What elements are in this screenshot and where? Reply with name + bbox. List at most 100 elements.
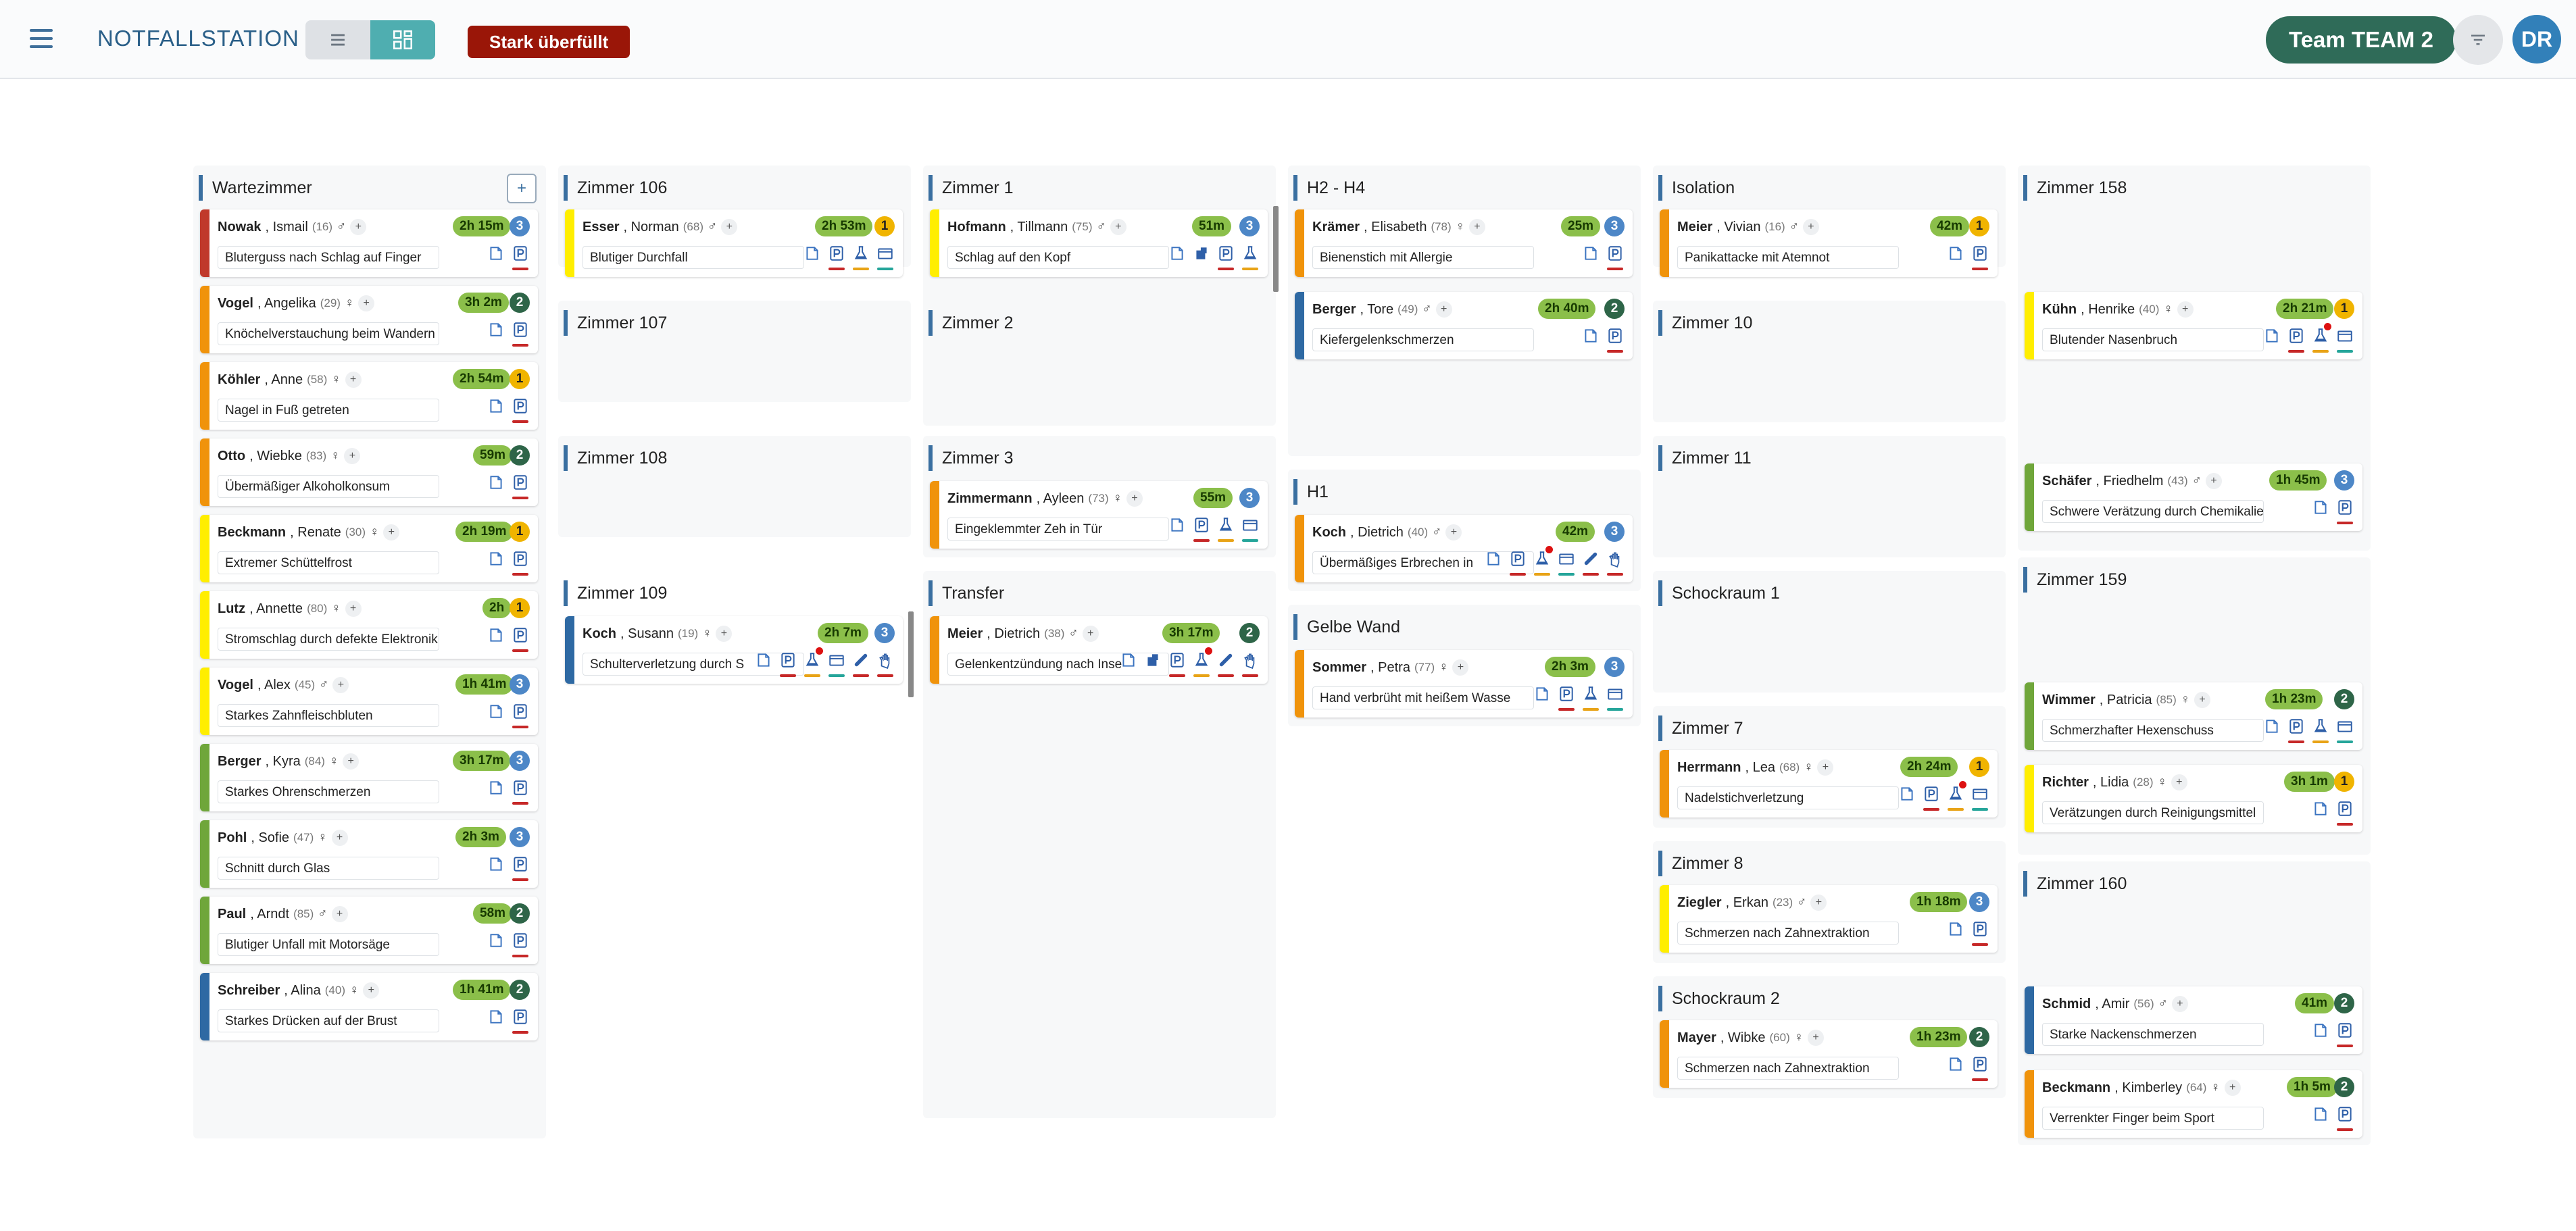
- patient-card[interactable]: Pohl , Sofie (47) ♀ +2h 3m 3 Schnitt durch Gla…: [200, 820, 538, 888]
- complaint-field[interactable]: Stromschlag durch defekte Elektronik: [218, 628, 439, 651]
- parking-icon[interactable]: [511, 397, 530, 423]
- add-patient-button[interactable]: +: [507, 174, 537, 203]
- add-info-button[interactable]: +: [345, 601, 362, 617]
- add-info-button[interactable]: +: [1435, 301, 1452, 318]
- add-info-button[interactable]: +: [716, 626, 733, 642]
- list-view-icon[interactable]: [305, 20, 370, 59]
- parking-icon[interactable]: [511, 550, 530, 576]
- parking-icon[interactable]: [827, 245, 846, 270]
- parking-icon[interactable]: [1508, 550, 1527, 576]
- parking-icon[interactable]: [1606, 327, 1625, 353]
- parking-icon[interactable]: [2335, 800, 2354, 826]
- parking-icon[interactable]: [2287, 327, 2306, 353]
- note-icon[interactable]: [487, 550, 505, 576]
- complaint-field[interactable]: Blutender Nasenbruch: [2042, 328, 2264, 351]
- parking-icon[interactable]: [1216, 245, 1235, 270]
- note-icon[interactable]: [2311, 1022, 2330, 1047]
- add-info-button[interactable]: +: [1802, 219, 1819, 235]
- complaint-field[interactable]: Schwere Verätzung durch Chemikalie: [2042, 500, 2264, 523]
- add-info-button[interactable]: +: [1810, 895, 1827, 911]
- medication-icon[interactable]: [1581, 550, 1600, 576]
- complaint-field[interactable]: Bluterguss nach Schlag auf Finger: [218, 246, 439, 269]
- add-info-button[interactable]: +: [344, 448, 361, 464]
- note-icon[interactable]: [1581, 245, 1600, 270]
- complaint-field[interactable]: Starkes Drücken auf der Brust: [218, 1009, 439, 1032]
- add-info-button[interactable]: +: [2224, 1080, 2241, 1096]
- add-info-button[interactable]: +: [1082, 626, 1099, 642]
- note-icon[interactable]: [1533, 685, 1552, 711]
- lab-icon[interactable]: [1216, 516, 1235, 542]
- add-info-button[interactable]: +: [1445, 524, 1462, 541]
- image-icon[interactable]: [876, 245, 895, 270]
- note-icon[interactable]: [487, 245, 505, 270]
- patient-card[interactable]: Wimmer, Patricia (85) ♀ +1h 23m 2 Schmerzhaft…: [2025, 682, 2362, 750]
- lab-icon[interactable]: [1581, 685, 1600, 711]
- complaint-field[interactable]: Panikattacke mit Atemnot: [1677, 246, 1899, 269]
- note-icon[interactable]: [1168, 516, 1187, 542]
- complaint-field[interactable]: Nadelstichverletzung: [1677, 786, 1899, 809]
- lab-icon[interactable]: [2311, 323, 2331, 353]
- note-icon[interactable]: [487, 626, 505, 652]
- patient-card[interactable]: Mayer , Wibke (60) ♀ +1h 23m 2 Schmerzen nach …: [1660, 1020, 1998, 1088]
- parking-icon[interactable]: [1971, 920, 1989, 946]
- add-info-button[interactable]: +: [345, 372, 362, 388]
- note-icon[interactable]: [2311, 1105, 2330, 1131]
- complaint-field[interactable]: Starke Nackenschmerzen: [2042, 1023, 2264, 1046]
- complaint-field[interactable]: Verätzungen durch Reinigungsmittel: [2042, 801, 2264, 824]
- patient-card[interactable]: Meier , Dietrich (38) ♂ +3h 17m 2 Gelenkentzün…: [930, 616, 1268, 684]
- overload-status-button[interactable]: Stark überfüllt: [468, 26, 630, 58]
- parking-icon[interactable]: [2335, 1105, 2354, 1131]
- complaint-field[interactable]: Blutiger Unfall mit Motorsäge: [218, 933, 439, 956]
- parking-icon[interactable]: [1168, 651, 1187, 677]
- user-avatar[interactable]: DR: [2512, 15, 2561, 64]
- add-info-button[interactable]: +: [1126, 491, 1143, 507]
- add-info-button[interactable]: +: [332, 677, 349, 693]
- note-icon[interactable]: [487, 932, 505, 957]
- complaint-field[interactable]: Schmerzhafter Hexenschuss: [2042, 719, 2264, 742]
- image-icon[interactable]: [1971, 785, 1989, 811]
- patient-card[interactable]: Schreiber, Alina (40) ♀ +1h 41m 2 Starkes Drü…: [200, 973, 538, 1040]
- add-info-button[interactable]: +: [1807, 1030, 1824, 1046]
- image-icon[interactable]: [1606, 685, 1625, 711]
- add-info-button[interactable]: +: [721, 219, 738, 235]
- image-icon[interactable]: [2335, 718, 2354, 743]
- parking-icon[interactable]: [1922, 785, 1941, 811]
- note-icon[interactable]: [1119, 651, 1138, 677]
- add-info-button[interactable]: +: [383, 524, 400, 541]
- note-icon[interactable]: [487, 397, 505, 423]
- parking-icon[interactable]: [511, 245, 530, 270]
- add-info-button[interactable]: +: [331, 906, 348, 922]
- complaint-field[interactable]: Knöchelverstauchung beim Wandern: [218, 322, 439, 345]
- complaint-field[interactable]: Blutiger Durchfall: [583, 246, 804, 269]
- image-icon[interactable]: [2335, 327, 2354, 353]
- patient-card[interactable]: Sommer, Petra (77) ♀ +2h 3m 3 Hand verbrüht m…: [1295, 650, 1633, 718]
- note-icon[interactable]: [487, 1008, 505, 1034]
- hand-icon[interactable]: [1241, 651, 1260, 677]
- add-info-button[interactable]: +: [358, 295, 375, 311]
- patient-card[interactable]: Berger, Kyra (84) ♀ +3h 17m 3 Starkes Ohrensc…: [200, 744, 538, 811]
- add-info-button[interactable]: +: [2205, 473, 2222, 489]
- parking-icon[interactable]: [511, 855, 530, 881]
- note-icon[interactable]: [487, 855, 505, 881]
- lab-icon[interactable]: [1241, 245, 1260, 270]
- complaint-field[interactable]: Hand verbrüht mit heißem Wasse: [1312, 686, 1534, 709]
- note-icon[interactable]: [487, 474, 505, 499]
- patient-card[interactable]: Richter, Lidia (28) ♀ +3h 1m 1 Verätzungen du…: [2025, 765, 2362, 832]
- complaint-field[interactable]: Übermäßiges Erbrechen in: [1312, 551, 1534, 574]
- note-icon[interactable]: [2311, 800, 2330, 826]
- note-icon[interactable]: [487, 321, 505, 347]
- patient-card[interactable]: Beckmann, Renate (30) ♀ +2h 19m 1 Extremer Sc…: [200, 515, 538, 582]
- patient-card[interactable]: Vogel, Angelika (29) ♀ +3h 2m 2 Knöchelversta…: [200, 286, 538, 353]
- add-info-button[interactable]: +: [1110, 219, 1126, 235]
- lab-icon[interactable]: [1533, 546, 1553, 576]
- parking-icon[interactable]: [1971, 1055, 1989, 1081]
- complaint-field[interactable]: Extremer Schüttelfrost: [218, 551, 439, 574]
- add-info-button[interactable]: +: [2171, 774, 2187, 790]
- medication-icon[interactable]: [1216, 651, 1235, 677]
- image-icon[interactable]: [1241, 516, 1260, 542]
- patient-card[interactable]: Koch , Susann (19) ♀ +2h 7m 3 Schulterverletzu…: [565, 616, 903, 684]
- note-icon[interactable]: [1168, 245, 1187, 270]
- complaint-field[interactable]: Verrenkter Finger beim Sport: [2042, 1107, 2264, 1130]
- parking-icon[interactable]: [511, 932, 530, 957]
- complaint-field[interactable]: Starkes Zahnfleischbluten: [218, 704, 439, 727]
